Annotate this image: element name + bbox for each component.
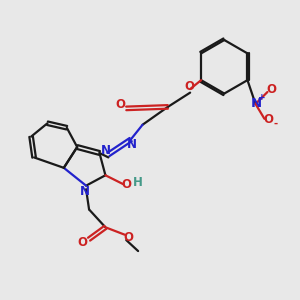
- Text: +: +: [258, 93, 266, 102]
- Text: N: N: [101, 143, 111, 157]
- Text: N: N: [80, 184, 90, 197]
- Text: O: O: [184, 80, 194, 93]
- Text: O: O: [266, 83, 276, 96]
- Text: N: N: [127, 138, 137, 151]
- Text: O: O: [122, 178, 132, 191]
- Text: O: O: [263, 113, 273, 126]
- Text: O: O: [77, 236, 88, 249]
- Text: O: O: [123, 231, 133, 244]
- Text: O: O: [116, 98, 126, 111]
- Text: H: H: [133, 176, 142, 189]
- Text: -: -: [274, 119, 278, 129]
- Text: N: N: [250, 98, 262, 110]
